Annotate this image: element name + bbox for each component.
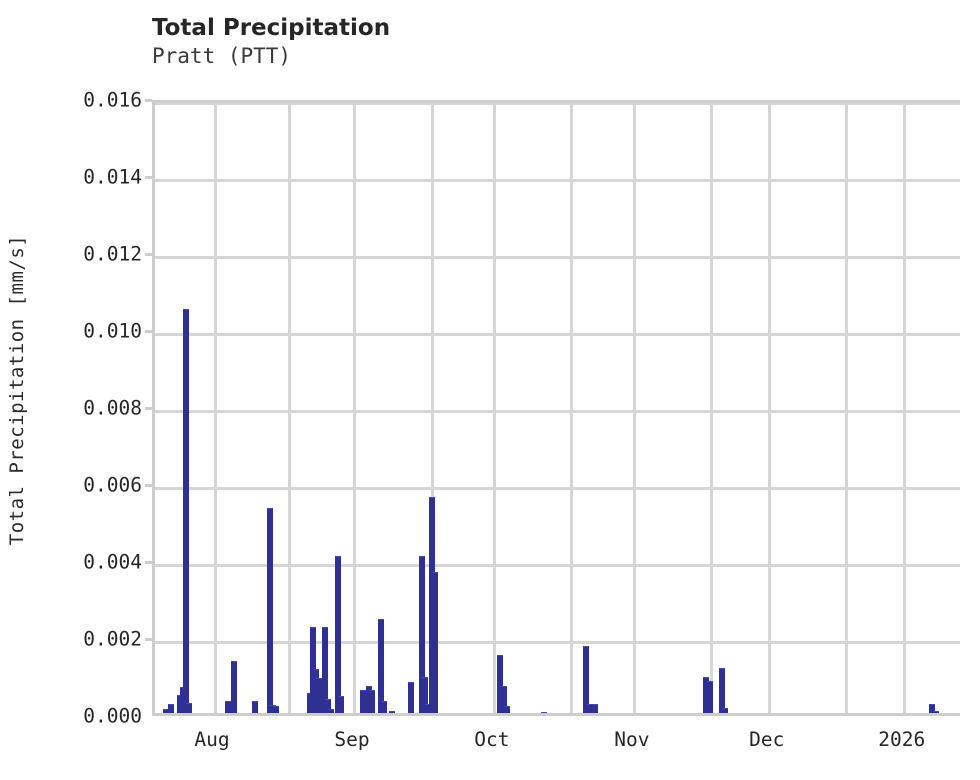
gridline-vertical	[569, 103, 573, 716]
y-tick-mark	[145, 98, 152, 102]
x-tick-label: Dec	[749, 728, 785, 751]
bar	[337, 695, 344, 716]
title-block: Total Precipitation Pratt (PTT)	[152, 14, 852, 70]
bar	[703, 676, 710, 716]
plot-inner	[155, 103, 960, 716]
plot-area	[152, 100, 960, 716]
bar	[252, 700, 259, 716]
bar	[707, 681, 713, 716]
gridline-vertical	[633, 103, 637, 716]
bar	[497, 655, 504, 716]
gridline-horizontal	[155, 640, 960, 644]
bar	[582, 645, 589, 716]
y-tick-label: 0.008	[83, 396, 142, 420]
y-tick-label: 0.014	[83, 165, 142, 189]
bar	[315, 678, 322, 716]
bar	[418, 556, 425, 716]
bar	[334, 556, 341, 716]
y-tick-mark	[145, 329, 152, 333]
bar	[928, 704, 935, 716]
bar	[186, 702, 193, 716]
y-tick-label: 0.012	[83, 242, 142, 266]
bar	[377, 618, 384, 716]
y-tick-label: 0.006	[83, 473, 142, 497]
gridline-vertical	[288, 103, 292, 716]
bar	[368, 689, 375, 716]
gridline-vertical	[213, 103, 217, 716]
bar	[324, 698, 331, 716]
bar	[225, 700, 232, 716]
gridline-horizontal	[155, 332, 960, 336]
gridline-vertical	[709, 103, 713, 716]
x-axis-line	[152, 713, 960, 716]
y-tick-label: 0.016	[83, 88, 142, 112]
x-tick-label: Nov	[614, 728, 650, 751]
gridline-vertical	[353, 103, 357, 716]
gridline-horizontal	[155, 563, 960, 567]
x-tick-label: Oct	[474, 728, 510, 751]
gridline-horizontal	[155, 409, 960, 413]
chart-subtitle: Pratt (PTT)	[152, 44, 292, 68]
bar	[273, 706, 280, 716]
bar	[503, 706, 510, 716]
y-tick-label: 0.010	[83, 319, 142, 343]
bar	[231, 660, 238, 716]
x-tick-label: 2026	[878, 728, 926, 751]
gridline-vertical	[768, 103, 772, 716]
bar	[500, 685, 507, 716]
y-tick-label: 0.004	[83, 550, 142, 574]
gridline-vertical	[430, 103, 434, 716]
bar	[407, 682, 414, 716]
gridline-horizontal	[155, 178, 960, 182]
gridline-vertical	[493, 103, 497, 716]
bar	[380, 701, 387, 716]
bar	[327, 709, 334, 716]
x-tick-label: Aug	[194, 728, 230, 751]
y-tick-mark	[145, 252, 152, 256]
bar	[322, 626, 328, 716]
bar	[183, 308, 190, 716]
x-tick-label: Sep	[334, 728, 370, 751]
bar	[167, 703, 174, 716]
bar	[718, 667, 725, 716]
bar	[359, 689, 366, 716]
y-tick-mark	[145, 483, 152, 487]
chart-title: Total Precipitation	[152, 15, 391, 41]
y-tick-label: 0.000	[83, 704, 142, 728]
y-tick-mark	[145, 406, 152, 410]
gridline-horizontal	[155, 486, 960, 490]
bar	[431, 571, 438, 716]
bar	[162, 709, 169, 716]
bar	[591, 703, 598, 716]
y-tick-mark	[145, 560, 152, 564]
bar	[721, 707, 728, 716]
bar	[267, 508, 274, 716]
bar	[586, 704, 593, 716]
y-tick-mark	[145, 175, 152, 179]
bar	[424, 704, 431, 716]
y-axis-tick-labels: 0.000 0.002 0.004 0.006 0.008 0.010 0.012 0.014…	[0, 0, 142, 780]
y-tick-mark	[145, 637, 152, 641]
gridline-vertical	[844, 103, 848, 716]
y-tick-label: 0.002	[83, 627, 142, 651]
gridline-horizontal	[155, 255, 960, 259]
bar	[421, 676, 428, 716]
gridline-vertical	[903, 103, 907, 716]
gridline-horizontal	[155, 103, 960, 105]
